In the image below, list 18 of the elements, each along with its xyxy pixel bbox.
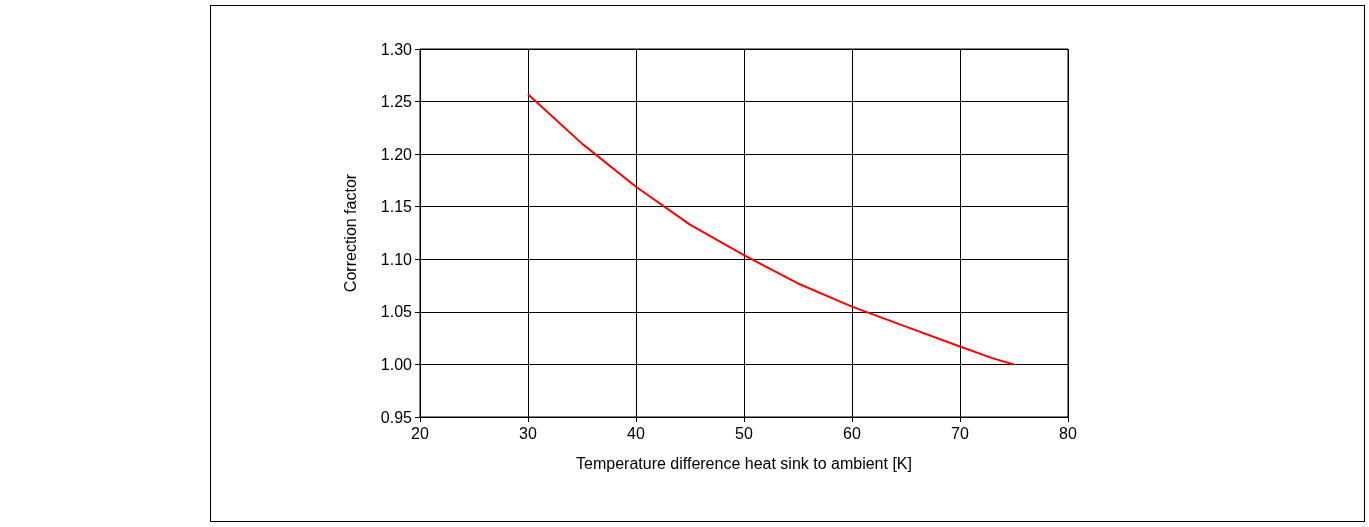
y-tick-label: 1.10 [380,250,413,268]
x-tick-label: 20 [411,424,429,442]
x-tick-label: 50 [735,424,753,442]
x-tick-label: 40 [627,424,645,442]
y-tick-label: 1.30 [380,40,413,58]
y-tick-label: 1.20 [380,145,413,163]
line-series [527,93,1015,366]
y-tick-label: 1.00 [380,355,413,373]
y-tick-label: 1.15 [380,198,413,216]
y-axis-title: Correction factor [341,173,359,293]
y-tick-label: 0.95 [380,408,413,426]
x-tick-label: 30 [519,424,537,442]
y-tick-label: 1.25 [380,93,413,111]
x-tick-label: 80 [1059,424,1077,442]
x-tick-label: 70 [951,424,969,442]
y-tick-label: 1.05 [380,303,413,321]
x-tick-label: 60 [843,424,861,442]
x-axis-title: Temperature difference heat sink to ambient [K] [576,454,912,472]
